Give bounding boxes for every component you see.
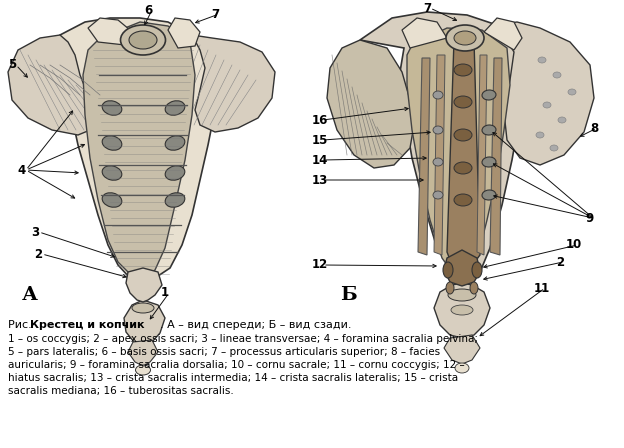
Ellipse shape [543,102,551,108]
Polygon shape [497,22,594,165]
Ellipse shape [470,282,478,294]
Ellipse shape [454,194,472,206]
Text: 8: 8 [590,121,598,134]
Polygon shape [484,18,522,50]
Polygon shape [168,18,200,48]
Text: 3: 3 [31,225,39,238]
Ellipse shape [129,31,157,49]
Polygon shape [447,40,480,270]
Polygon shape [418,58,430,255]
Polygon shape [88,18,130,45]
Ellipse shape [433,191,443,199]
Ellipse shape [446,25,484,51]
Ellipse shape [120,25,165,55]
Text: sacralis mediana; 16 – tuberositas sacralis.: sacralis mediana; 16 – tuberositas sacra… [8,386,234,396]
Text: 13: 13 [312,173,328,186]
Ellipse shape [451,305,473,315]
Polygon shape [360,12,524,280]
Polygon shape [128,340,158,366]
Ellipse shape [165,166,185,180]
Text: 5 – pars lateralis; 6 – basis ossis sacri; 7 – processus articularis superior; 8: 5 – pars lateralis; 6 – basis ossis sacr… [8,347,440,357]
Polygon shape [83,22,195,278]
Text: 1: 1 [161,287,169,300]
Ellipse shape [443,262,453,278]
Ellipse shape [433,158,443,166]
Text: Крестец и копчик: Крестец и копчик [30,320,145,330]
Ellipse shape [102,101,122,115]
Text: auricularis; 9 – foramina sacralia dorsalia; 10 – cornu sacrale; 11 – cornu cocc: auricularis; 9 – foramina sacralia dorsa… [8,360,465,370]
Ellipse shape [538,57,546,63]
Polygon shape [126,268,162,302]
Polygon shape [444,335,480,364]
Ellipse shape [132,303,154,313]
Text: Б: Б [340,286,357,304]
Ellipse shape [102,136,122,150]
Ellipse shape [558,117,566,123]
Ellipse shape [135,365,150,375]
Text: 4: 4 [18,164,26,177]
Text: 14: 14 [312,154,328,167]
Ellipse shape [454,129,472,141]
Ellipse shape [553,72,561,78]
Ellipse shape [454,162,472,174]
Ellipse shape [448,289,476,301]
Ellipse shape [568,89,576,95]
Ellipse shape [454,31,476,45]
Ellipse shape [455,363,469,373]
Polygon shape [124,300,165,346]
Polygon shape [327,40,414,168]
Polygon shape [407,28,510,278]
Ellipse shape [482,90,496,100]
Polygon shape [56,18,218,282]
Ellipse shape [454,64,472,76]
Text: 1 – os coccygis; 2 – apex ossis sacri; 3 – lineae transversae; 4 – foramina sacr: 1 – os coccygis; 2 – apex ossis sacri; 3… [8,334,478,344]
Ellipse shape [482,157,496,167]
Ellipse shape [536,132,544,138]
Ellipse shape [433,91,443,99]
Text: . А – вид спереди; Б – вид сзади.: . А – вид спереди; Б – вид сзади. [160,320,351,330]
Polygon shape [434,283,490,338]
Ellipse shape [102,166,122,180]
Ellipse shape [454,96,472,108]
Polygon shape [8,35,100,135]
Text: 2: 2 [556,255,564,268]
Ellipse shape [550,145,558,151]
Ellipse shape [433,126,443,134]
Ellipse shape [482,125,496,135]
Ellipse shape [165,193,185,207]
Text: hiatus sacralis; 13 – crista sacralis intermedia; 14 – crista sacralis lateralis: hiatus sacralis; 13 – crista sacralis in… [8,373,458,383]
Text: 6: 6 [144,4,152,17]
Text: Рис.: Рис. [8,320,35,330]
Text: А: А [22,286,38,304]
Text: 7: 7 [423,1,431,14]
Ellipse shape [165,101,185,115]
Text: 16: 16 [312,113,328,126]
Polygon shape [490,58,502,255]
Text: 7: 7 [211,8,219,21]
Polygon shape [402,18,447,48]
Ellipse shape [482,190,496,200]
Text: 12: 12 [312,258,328,271]
Ellipse shape [165,136,185,150]
Text: 10: 10 [566,238,582,251]
Ellipse shape [102,193,122,207]
Ellipse shape [446,282,454,294]
Text: 15: 15 [312,134,328,146]
Polygon shape [477,55,487,255]
Text: 5: 5 [8,59,16,72]
Text: 2: 2 [34,247,42,260]
Polygon shape [444,250,480,286]
Text: 9: 9 [586,211,594,224]
Ellipse shape [472,262,482,278]
Text: 11: 11 [534,281,550,294]
Polygon shape [434,55,445,255]
Polygon shape [192,35,275,132]
